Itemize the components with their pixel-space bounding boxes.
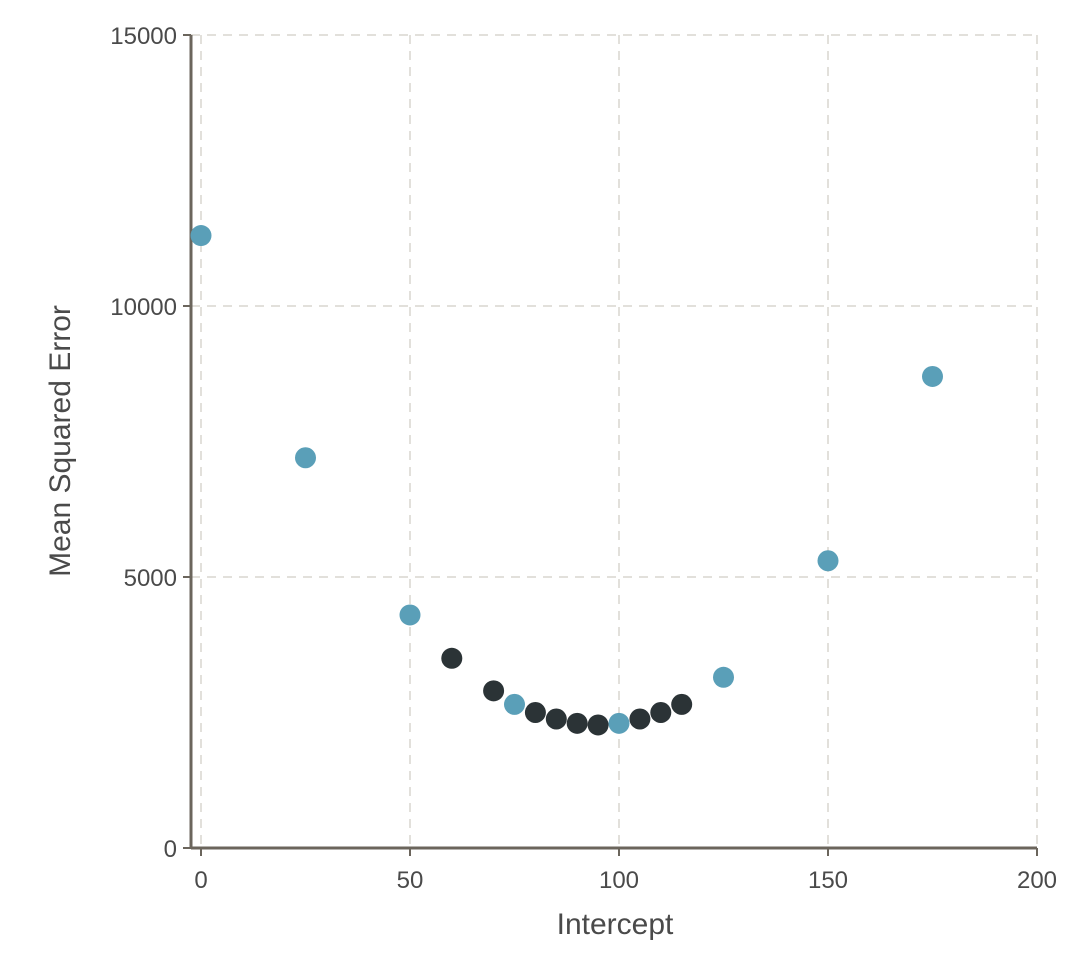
x-tick-label: 200	[1017, 867, 1057, 894]
data-point-dark	[524, 702, 546, 723]
data-point-dark	[441, 647, 463, 669]
axes	[189, 35, 1037, 850]
data-points	[190, 225, 943, 736]
data-point-dark	[545, 708, 567, 730]
data-point-blue	[399, 604, 421, 626]
x-tick-label: 100	[599, 867, 639, 894]
data-point-blue	[190, 225, 212, 247]
data-point-blue	[608, 712, 630, 734]
x-tick-label: 0	[194, 867, 207, 894]
x-axis-title: Intercept	[557, 908, 674, 941]
y-tick-label: 10000	[110, 294, 177, 321]
data-point-dark	[587, 714, 609, 736]
data-point-dark	[483, 680, 505, 702]
data-point-blue	[922, 365, 943, 387]
y-axis-title: Mean Squared Error	[44, 305, 77, 577]
y-tick-label: 15000	[110, 23, 177, 50]
data-point-dark	[650, 702, 672, 723]
data-point-dark	[671, 693, 693, 715]
x-tick-label: 50	[397, 867, 424, 894]
y-tick-label: 0	[164, 836, 177, 863]
y-tick-label: 5000	[124, 565, 177, 592]
x-tick-label: 150	[808, 867, 848, 894]
ticks: 0 50 100 150 200 0 5000 10000 15000	[110, 23, 1057, 894]
data-point-blue	[295, 447, 316, 469]
data-point-blue	[504, 693, 525, 715]
grid	[191, 34, 1038, 848]
data-point-dark	[566, 712, 588, 734]
data-point-dark	[629, 708, 651, 730]
data-point-blue	[713, 666, 734, 688]
data-point-blue	[817, 550, 839, 572]
